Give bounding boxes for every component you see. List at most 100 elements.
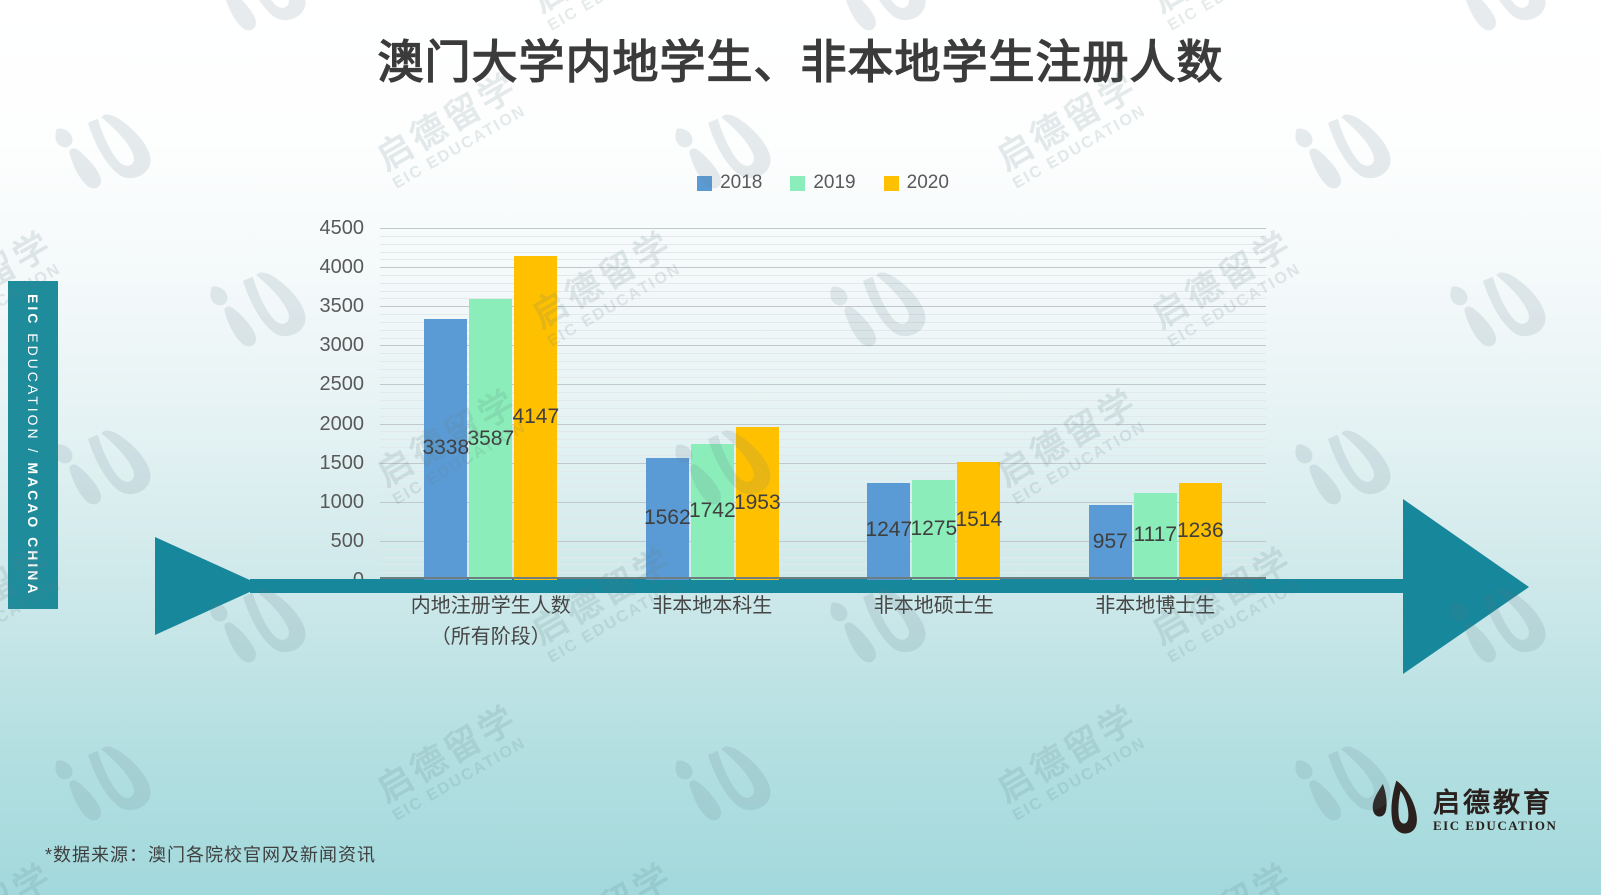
arrow-head xyxy=(1403,499,1529,674)
bar-2018-group1 xyxy=(424,318,468,580)
bar-value-label: 1742 xyxy=(688,498,736,522)
bar-value-label: 3338 xyxy=(422,436,470,460)
minor-gridline xyxy=(380,337,1266,339)
bar-2019-group4 xyxy=(1133,492,1177,580)
minor-gridline xyxy=(380,361,1266,362)
chart-legend: 2018 2019 2020 xyxy=(380,172,1266,194)
category-label-line: 内地注册学生人数 xyxy=(410,595,571,617)
banner-education: EDUCATION xyxy=(25,326,41,449)
category-label-line: （所有阶段） xyxy=(430,626,551,648)
watermark-logo xyxy=(664,87,798,227)
side-banner: EIC EDUCATION / MACAO CHINA xyxy=(8,281,58,609)
watermark-logo xyxy=(819,877,953,895)
major-gridline xyxy=(380,384,1266,386)
legend-swatch xyxy=(697,175,713,191)
watermark-logo xyxy=(44,87,178,227)
watermark-logo-icon xyxy=(1439,877,1571,895)
banner-macao-china: MACAO CHINA xyxy=(25,455,41,597)
watermark-text-en: EIC EDUCATION xyxy=(544,889,689,895)
minor-gridline xyxy=(380,282,1266,284)
category-label-4: 非本地博士生 xyxy=(1035,591,1275,622)
watermark-text-cn: 启德留学 xyxy=(1145,856,1300,895)
bar-value-label: 1275 xyxy=(910,517,958,541)
legend-label: 2018 xyxy=(720,172,763,193)
minor-gridline xyxy=(380,321,1266,323)
minor-gridline xyxy=(380,478,1266,480)
x-axis-line xyxy=(380,577,1266,579)
y-tick-label: 1000 xyxy=(319,490,365,513)
watermark-logo-icon xyxy=(675,746,771,821)
watermark-text-cn: 启德留学 xyxy=(525,0,680,20)
watermark-text-en: EIC EDUCATION xyxy=(0,889,70,895)
page-title: 澳门大学内地学生、非本地学生注册人数 xyxy=(377,36,1224,88)
minor-gridline xyxy=(380,533,1266,535)
major-gridline xyxy=(380,501,1266,503)
bar-2018-group2 xyxy=(645,457,689,580)
bar-2018-group3 xyxy=(867,482,911,580)
bar-2020-group1 xyxy=(514,255,558,580)
major-gridline xyxy=(380,462,1266,464)
bar-2018-group4 xyxy=(1088,505,1132,580)
legend-item-2018: 2018 xyxy=(697,172,762,194)
bar-2019-group2 xyxy=(690,443,734,580)
watermark-logo xyxy=(1439,877,1573,895)
legend-label: 2020 xyxy=(906,172,949,193)
legend-swatch xyxy=(883,175,899,191)
watermark-text-cn: 启德留学 xyxy=(990,698,1146,810)
brand-logo: 启德教育 EIC EDUCATION xyxy=(1365,779,1557,843)
minor-gridline xyxy=(380,572,1266,574)
legend-swatch xyxy=(790,175,806,191)
watermark-logo-icon xyxy=(55,114,151,189)
bar-value-label: 957 xyxy=(1092,529,1128,553)
category-label-line: 非本地硕士生 xyxy=(873,595,994,617)
bar-2019-group3 xyxy=(912,480,956,580)
bar-value-label: 1514 xyxy=(955,507,1003,531)
minor-gridline xyxy=(380,353,1266,355)
minor-gridline xyxy=(380,494,1266,495)
major-gridline xyxy=(380,345,1266,347)
watermark-logo-icon xyxy=(819,877,951,895)
bar-value-label: 1562 xyxy=(643,505,691,529)
brand-name-en: EIC EDUCATION xyxy=(1433,818,1558,833)
minor-gridline xyxy=(380,400,1266,402)
watermark-logo xyxy=(199,877,333,895)
minor-gridline xyxy=(380,392,1266,394)
watermark-logo xyxy=(664,719,798,859)
watermark-logo xyxy=(44,719,178,859)
axis-arrow-graphic xyxy=(155,499,1529,674)
minor-gridline xyxy=(380,251,1266,253)
brand-text: 启德教育 EIC EDUCATION xyxy=(1433,788,1557,834)
watermark-logo-icon xyxy=(1295,114,1391,189)
y-tick-label: 3500 xyxy=(319,295,365,318)
category-label-1: 内地注册学生人数 （所有阶段） xyxy=(371,591,611,653)
y-tick-label: 4000 xyxy=(319,256,365,279)
minor-gridline xyxy=(380,564,1266,566)
y-tick-label: 500 xyxy=(330,529,364,552)
minor-gridline xyxy=(380,509,1266,511)
banner-eic: EIC xyxy=(25,293,41,327)
watermark-text-en: EIC EDUCATION xyxy=(1009,734,1150,825)
major-gridline xyxy=(380,306,1266,308)
minor-gridline xyxy=(380,235,1266,237)
watermark-text-cn: 启德留学 xyxy=(0,0,60,20)
bar-value-label: 1236 xyxy=(1176,518,1224,542)
watermark-text-cn: 启德留学 xyxy=(1145,224,1301,336)
bar-value-label: 1247 xyxy=(865,518,913,542)
minor-gridline xyxy=(380,486,1266,488)
minor-gridline xyxy=(380,243,1266,245)
side-banner-text: EIC EDUCATION / MACAO CHINA xyxy=(25,294,41,596)
watermark-logo xyxy=(1439,245,1573,385)
category-label-2: 非本地本科生 xyxy=(592,591,832,622)
category-label-3: 非本地硕士生 xyxy=(814,591,1054,622)
minor-gridline xyxy=(380,470,1266,472)
minor-gridline xyxy=(380,447,1266,448)
category-label-line: 非本地博士生 xyxy=(1095,595,1216,617)
major-gridline xyxy=(380,540,1266,542)
y-tick-label: 1500 xyxy=(319,451,365,474)
minor-gridline xyxy=(380,454,1266,456)
y-tick-label: 4500 xyxy=(319,217,365,239)
